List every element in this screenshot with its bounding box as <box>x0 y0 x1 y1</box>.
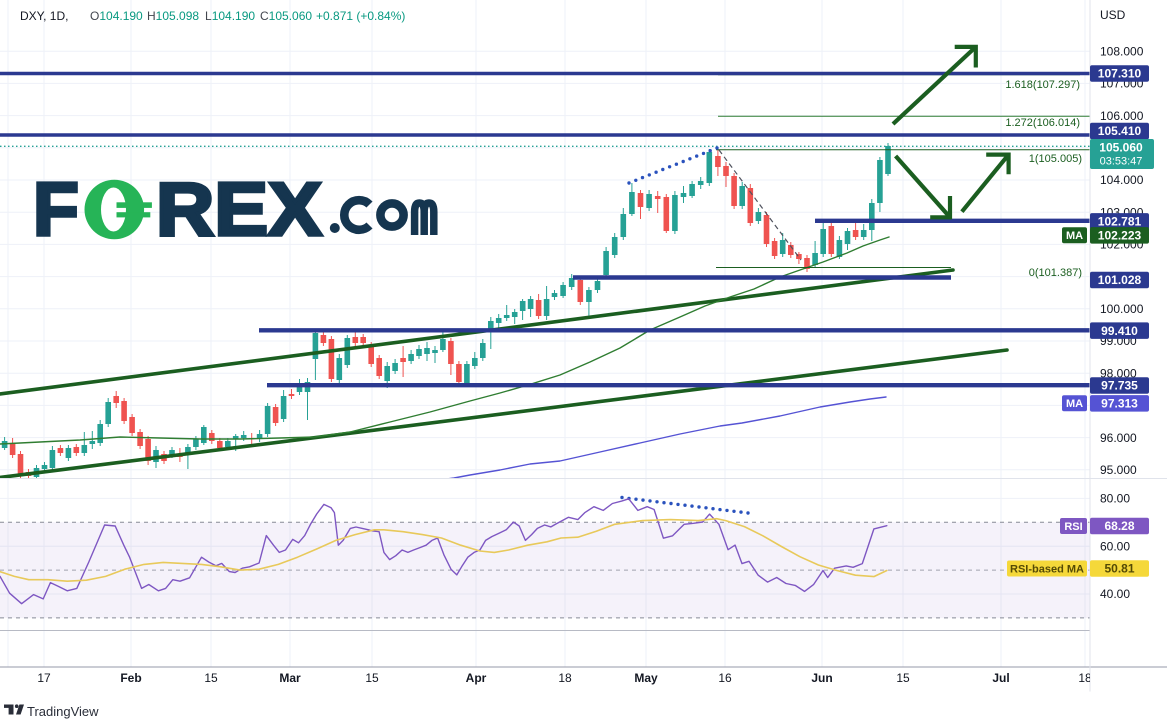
svg-text:MA: MA <box>1066 230 1083 242</box>
svg-text:106.000: 106.000 <box>1100 109 1144 123</box>
svg-text:1.272(106.014): 1.272(106.014) <box>1005 117 1080 129</box>
svg-text:80.00: 80.00 <box>1100 492 1130 506</box>
svg-text:18: 18 <box>1078 671 1092 685</box>
svg-text:TradingView: TradingView <box>27 704 99 719</box>
svg-text:DXY, 1D,: DXY, 1D, <box>20 9 68 23</box>
svg-text:18: 18 <box>558 671 572 685</box>
svg-text:15: 15 <box>204 671 218 685</box>
svg-text:97.735: 97.735 <box>1101 379 1138 393</box>
svg-text:O104.190: O104.190 <box>90 9 143 23</box>
svg-text:98.000: 98.000 <box>1100 366 1137 380</box>
svg-text:105.410: 105.410 <box>1098 124 1142 138</box>
svg-text:REX: REX <box>156 167 322 251</box>
svg-text:Apr: Apr <box>466 671 487 685</box>
svg-text:60.00: 60.00 <box>1100 539 1130 553</box>
svg-text:100.000: 100.000 <box>1100 302 1144 316</box>
svg-text:RSI: RSI <box>1064 521 1082 533</box>
svg-text:C105.060: C105.060 <box>260 9 312 23</box>
svg-text:1.618(107.297): 1.618(107.297) <box>1005 79 1080 91</box>
svg-text:15: 15 <box>365 671 379 685</box>
svg-text:L104.190: L104.190 <box>205 9 255 23</box>
svg-text:68.28: 68.28 <box>1104 519 1134 533</box>
svg-text:97.313: 97.313 <box>1101 397 1138 411</box>
svg-text:H105.098: H105.098 <box>147 9 199 23</box>
svg-text:102.781: 102.781 <box>1098 215 1142 229</box>
svg-text:Feb: Feb <box>120 671 141 685</box>
svg-text:107.310: 107.310 <box>1098 67 1142 81</box>
svg-text:104.000: 104.000 <box>1100 173 1144 187</box>
svg-text:May: May <box>634 671 658 685</box>
svg-text:RSI-based MA: RSI-based MA <box>1010 563 1084 575</box>
svg-text:MA: MA <box>1066 398 1083 410</box>
svg-text:95.000: 95.000 <box>1100 463 1137 477</box>
svg-text:0(101.387): 0(101.387) <box>1029 267 1082 279</box>
svg-text:108.000: 108.000 <box>1100 44 1144 58</box>
svg-text:17: 17 <box>37 671 51 685</box>
svg-text:40.00: 40.00 <box>1100 587 1130 601</box>
svg-text:+0.871 (+0.84%): +0.871 (+0.84%) <box>316 9 405 23</box>
svg-text:101.028: 101.028 <box>1098 273 1142 287</box>
svg-text:1(105.005): 1(105.005) <box>1029 153 1082 165</box>
svg-text:03:53:47: 03:53:47 <box>1100 156 1143 168</box>
svg-text:USD: USD <box>1100 8 1126 22</box>
svg-text:Mar: Mar <box>279 671 301 685</box>
svg-text:15: 15 <box>896 671 910 685</box>
svg-text:50.81: 50.81 <box>1104 562 1134 576</box>
svg-text:102.223: 102.223 <box>1098 229 1142 243</box>
svg-text:96.000: 96.000 <box>1100 431 1137 445</box>
svg-text:105.060: 105.060 <box>1099 141 1143 155</box>
svg-text:Jul: Jul <box>992 671 1009 685</box>
svg-text:16: 16 <box>718 671 732 685</box>
svg-text:F: F <box>33 167 82 251</box>
svg-text:Jun: Jun <box>811 671 832 685</box>
svg-text:99.410: 99.410 <box>1101 324 1138 338</box>
